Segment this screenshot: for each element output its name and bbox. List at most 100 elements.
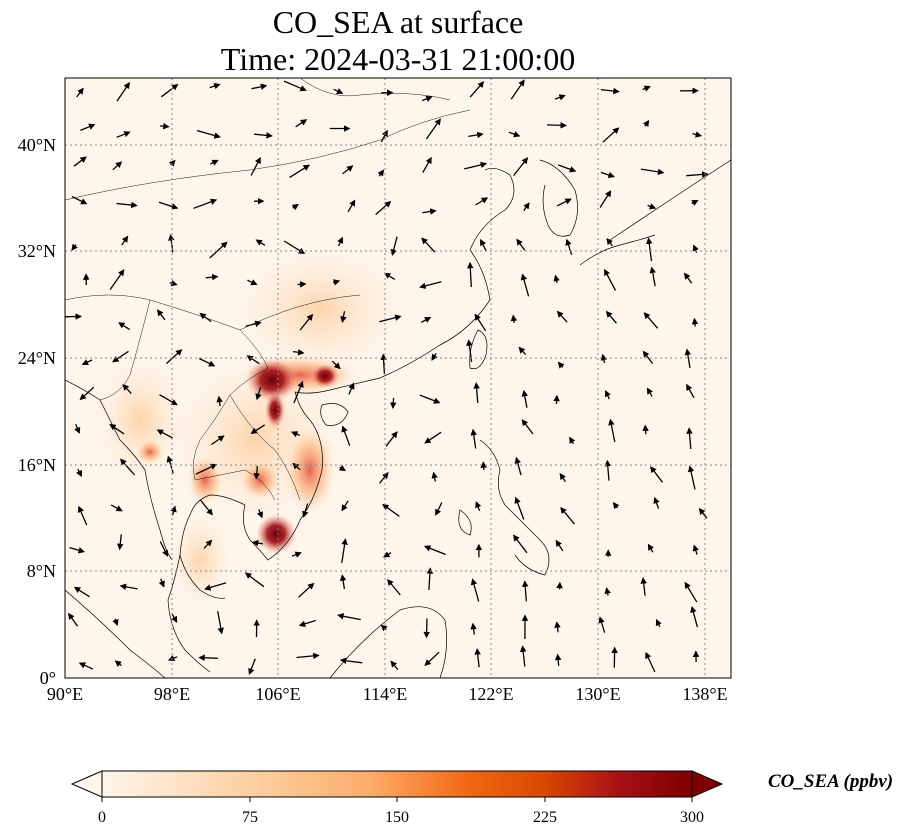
lon-tick: 138°E [682, 684, 727, 704]
wind-arrow [299, 313, 314, 331]
wind-arrow [557, 164, 577, 173]
map-title: CO_SEA at surface [272, 4, 524, 40]
lat-tick: 8°N [27, 561, 56, 581]
wind-arrow [71, 243, 78, 251]
wind-arrow [468, 131, 484, 139]
wind-arrow [380, 624, 388, 632]
wind-arrow [390, 236, 398, 256]
wind-arrow [698, 507, 708, 519]
wind-arrow [193, 198, 218, 209]
wind-arrow [167, 655, 178, 662]
wind-arrow [426, 567, 434, 591]
wind-arrow [289, 164, 311, 178]
wind-arrow [470, 428, 477, 449]
wind-arrow [431, 471, 438, 482]
wind-arrow [422, 208, 437, 215]
wind-arrow [643, 312, 659, 329]
wind-arrow [646, 237, 653, 262]
wind-arrow [296, 652, 320, 660]
wind-arrow [547, 122, 567, 129]
wind-arrow [569, 436, 576, 445]
lon-tick-labels: 90°E 98°E 106°E 114°E 122°E 130°E 138°E [47, 684, 728, 704]
lon-tick: 98°E [154, 684, 190, 704]
wind-arrow [204, 582, 227, 591]
wind-arrow [253, 466, 261, 480]
wind-arrow [165, 349, 183, 365]
wind-arrow [199, 357, 216, 367]
wind-arrow [604, 459, 611, 481]
wind-arrow [245, 320, 262, 327]
hotspot-saigon [256, 514, 296, 554]
wind-arrow [565, 238, 573, 255]
wind-arrow [81, 359, 93, 366]
wind-arrow [608, 418, 616, 443]
lat-tick: 16°N [18, 455, 56, 475]
wind-arrow [297, 281, 307, 288]
colorbar-tick: 300 [680, 809, 704, 826]
wind-arrow [424, 651, 440, 666]
wind-arrow [78, 662, 94, 670]
wind-arrow [383, 272, 396, 280]
wind-arrow [650, 466, 664, 483]
wind-arrow [560, 507, 575, 525]
wind-arrow [109, 423, 125, 435]
wind-arrow [640, 577, 647, 596]
wind-arrow [423, 618, 430, 639]
wind-arrow [292, 462, 301, 471]
wind-arrow [74, 423, 81, 434]
wind-arrow [424, 431, 442, 444]
wind-arrow [556, 198, 572, 207]
lon-tick: 106°E [255, 684, 300, 704]
wind-arrow [159, 541, 168, 557]
wind-arrow [554, 621, 561, 633]
wind-arrow [341, 538, 348, 563]
wind-arrow [647, 543, 654, 553]
colorbar-tick: 75 [242, 809, 258, 826]
wind-arrow [686, 383, 695, 399]
wind-arrow [216, 395, 223, 407]
wind-arrow [642, 119, 650, 128]
wind-arrow [686, 427, 693, 450]
wind-arrow [283, 80, 307, 92]
wind-arrow [341, 425, 351, 446]
wind-arrow [209, 241, 228, 259]
wind-arrow [254, 132, 273, 139]
wind-arrow [691, 200, 699, 206]
wind-arrow [209, 82, 221, 90]
wind-arrow [156, 429, 174, 439]
wind-arrow [116, 201, 138, 209]
wind-arrow [691, 317, 699, 327]
colorbar-extend-high [691, 770, 724, 798]
wind-arrow [217, 610, 224, 635]
wind-arrow [292, 349, 305, 356]
wind-arrow [196, 129, 221, 139]
wind-arrow [604, 390, 611, 400]
wind-arrow [159, 394, 178, 406]
wind-arrow [554, 94, 566, 101]
wind-arrow [421, 95, 433, 102]
wind-arrow [431, 352, 438, 361]
colorbar-tick: 0 [98, 809, 106, 826]
wind-arrow [470, 578, 480, 602]
wind-arrow [247, 279, 258, 286]
wind-arrow [387, 578, 401, 596]
lon-tick: 114°E [363, 684, 408, 704]
wind-arrow [205, 273, 219, 281]
wind-arrow [158, 578, 165, 588]
wind-arrow [199, 312, 212, 323]
wind-arrow [203, 539, 213, 549]
wind-arrow [114, 660, 122, 667]
wind-arrow [375, 200, 392, 216]
wind-arrow [469, 81, 485, 98]
wind-arrow [521, 580, 529, 602]
wind-arrow [156, 309, 166, 321]
wind-arrow [690, 605, 699, 628]
wind-arrow [255, 239, 266, 246]
wind-arrow [251, 539, 263, 547]
wind-arrow [117, 534, 124, 551]
wind-arrow [378, 471, 389, 484]
wind-arrow [337, 613, 361, 621]
lat-tick: 40°N [18, 135, 56, 155]
wind-arrow [160, 122, 170, 130]
